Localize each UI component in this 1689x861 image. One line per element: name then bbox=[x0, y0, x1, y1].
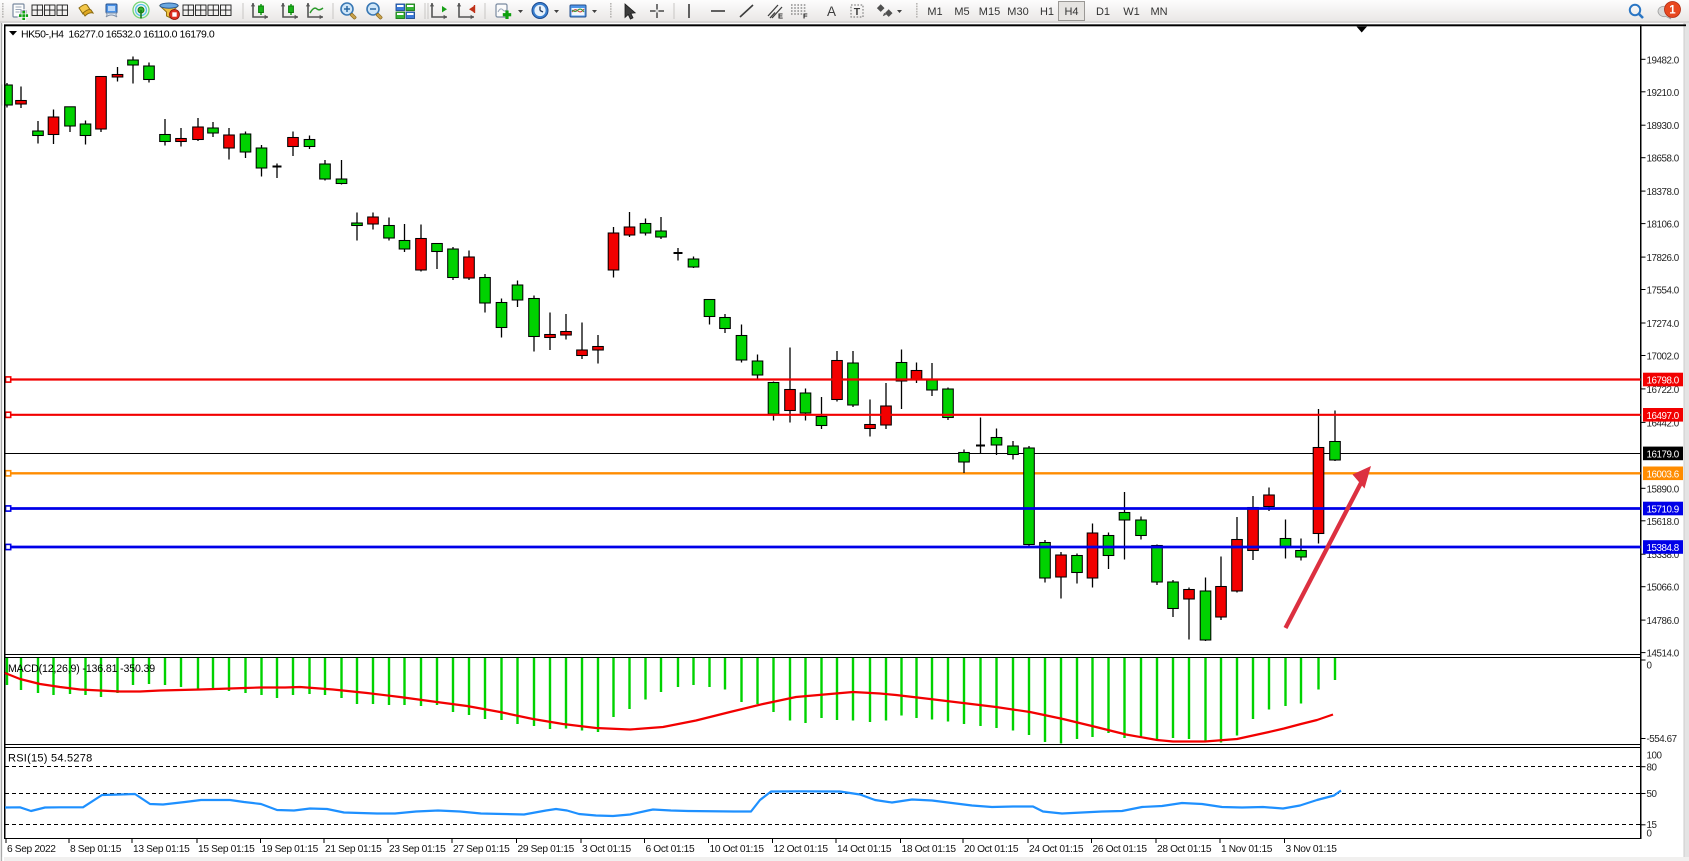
svg-text:14786.0: 14786.0 bbox=[1647, 616, 1680, 627]
svg-text:17274.0: 17274.0 bbox=[1647, 319, 1680, 330]
svg-text:16798.0: 16798.0 bbox=[1647, 376, 1680, 387]
svg-text:24 Oct 01:15: 24 Oct 01:15 bbox=[1029, 844, 1084, 855]
svg-text:17002.0: 17002.0 bbox=[1647, 352, 1680, 363]
svg-text:M5: M5 bbox=[954, 6, 969, 18]
svg-text:19 Sep 01:15: 19 Sep 01:15 bbox=[262, 844, 319, 855]
svg-text:13 Sep 01:15: 13 Sep 01:15 bbox=[133, 844, 190, 855]
svg-text:29 Sep 01:15: 29 Sep 01:15 bbox=[518, 844, 575, 855]
svg-text:15618.0: 15618.0 bbox=[1647, 517, 1680, 528]
svg-text:17826.0: 17826.0 bbox=[1647, 253, 1680, 264]
svg-text:3 Nov 01:15: 3 Nov 01:15 bbox=[1286, 844, 1338, 855]
svg-text:15710.9: 15710.9 bbox=[1647, 505, 1679, 516]
svg-text:18930.0: 18930.0 bbox=[1647, 121, 1680, 132]
svg-text:20 Oct 01:15: 20 Oct 01:15 bbox=[964, 844, 1019, 855]
svg-text:D1: D1 bbox=[1096, 6, 1110, 18]
svg-text:6 Oct 01:15: 6 Oct 01:15 bbox=[646, 844, 696, 855]
svg-text:18378.0: 18378.0 bbox=[1647, 187, 1680, 198]
svg-text:27 Sep 01:15: 27 Sep 01:15 bbox=[453, 844, 510, 855]
svg-text:15384.8: 15384.8 bbox=[1647, 543, 1680, 554]
svg-text:18 Oct 01:15: 18 Oct 01:15 bbox=[902, 844, 957, 855]
svg-text:16003.6: 16003.6 bbox=[1647, 469, 1680, 480]
svg-text:16442.0: 16442.0 bbox=[1647, 418, 1680, 429]
svg-text:T: T bbox=[854, 6, 861, 18]
svg-text:1: 1 bbox=[1669, 5, 1676, 17]
svg-text:100: 100 bbox=[1647, 751, 1663, 762]
svg-text:14514.0: 14514.0 bbox=[1647, 649, 1680, 660]
svg-text:26 Oct 01:15: 26 Oct 01:15 bbox=[1093, 844, 1148, 855]
svg-text:50: 50 bbox=[1647, 789, 1658, 800]
svg-text:14 Oct 01:15: 14 Oct 01:15 bbox=[837, 844, 892, 855]
svg-text:HK50-,H4 16277.0 16532.0 1611: HK50-,H4 16277.0 16532.0 16110.0 16179.0 bbox=[21, 29, 215, 41]
svg-text:15066.0: 15066.0 bbox=[1647, 583, 1680, 594]
svg-text:80: 80 bbox=[1647, 763, 1658, 774]
svg-text:E: E bbox=[778, 12, 783, 21]
svg-text:28 Oct 01:15: 28 Oct 01:15 bbox=[1157, 844, 1212, 855]
svg-text:19482.0: 19482.0 bbox=[1647, 55, 1680, 66]
svg-text:A: A bbox=[827, 4, 836, 19]
svg-text:M1: M1 bbox=[927, 6, 942, 18]
svg-text:8 Sep 01:15: 8 Sep 01:15 bbox=[70, 844, 122, 855]
svg-text:H1: H1 bbox=[1040, 6, 1054, 18]
svg-text:16722.0: 16722.0 bbox=[1647, 385, 1680, 396]
svg-text:10 Oct 01:15: 10 Oct 01:15 bbox=[710, 844, 765, 855]
svg-text:18658.0: 18658.0 bbox=[1647, 154, 1680, 165]
svg-text:12 Oct 01:15: 12 Oct 01:15 bbox=[774, 844, 829, 855]
svg-text:19210.0: 19210.0 bbox=[1647, 88, 1680, 99]
svg-text:16497.0: 16497.0 bbox=[1647, 411, 1680, 422]
svg-text:3 Oct 01:15: 3 Oct 01:15 bbox=[582, 844, 632, 855]
svg-text:M15: M15 bbox=[979, 6, 1000, 18]
svg-text:15890.0: 15890.0 bbox=[1647, 484, 1680, 495]
svg-text:16179.0: 16179.0 bbox=[1647, 449, 1680, 460]
svg-text:15338.0: 15338.0 bbox=[1647, 550, 1680, 561]
svg-text:18106.0: 18106.0 bbox=[1647, 220, 1680, 231]
svg-text:17554.0: 17554.0 bbox=[1647, 286, 1680, 297]
svg-text:15 Sep 01:15: 15 Sep 01:15 bbox=[198, 844, 255, 855]
svg-text:23 Sep 01:15: 23 Sep 01:15 bbox=[389, 844, 446, 855]
svg-text:-554.67: -554.67 bbox=[1647, 734, 1677, 745]
svg-text:MACD(12,26,9) -136.81 -350.39: MACD(12,26,9) -136.81 -350.39 bbox=[8, 663, 155, 675]
svg-text:21 Sep 01:15: 21 Sep 01:15 bbox=[325, 844, 382, 855]
svg-text:RSI(15) 54.5278: RSI(15) 54.5278 bbox=[8, 753, 92, 765]
svg-text:W1: W1 bbox=[1123, 6, 1140, 18]
svg-text:M30: M30 bbox=[1007, 6, 1028, 18]
svg-text:1 Nov 01:15: 1 Nov 01:15 bbox=[1221, 844, 1273, 855]
svg-text:0: 0 bbox=[1647, 829, 1653, 840]
svg-text:6 Sep 2022: 6 Sep 2022 bbox=[7, 844, 56, 855]
svg-text:MN: MN bbox=[1150, 6, 1167, 18]
svg-text:F: F bbox=[803, 12, 808, 21]
svg-text:0: 0 bbox=[1647, 661, 1653, 672]
svg-text:H4: H4 bbox=[1064, 6, 1078, 18]
svg-text:15: 15 bbox=[1647, 820, 1658, 831]
